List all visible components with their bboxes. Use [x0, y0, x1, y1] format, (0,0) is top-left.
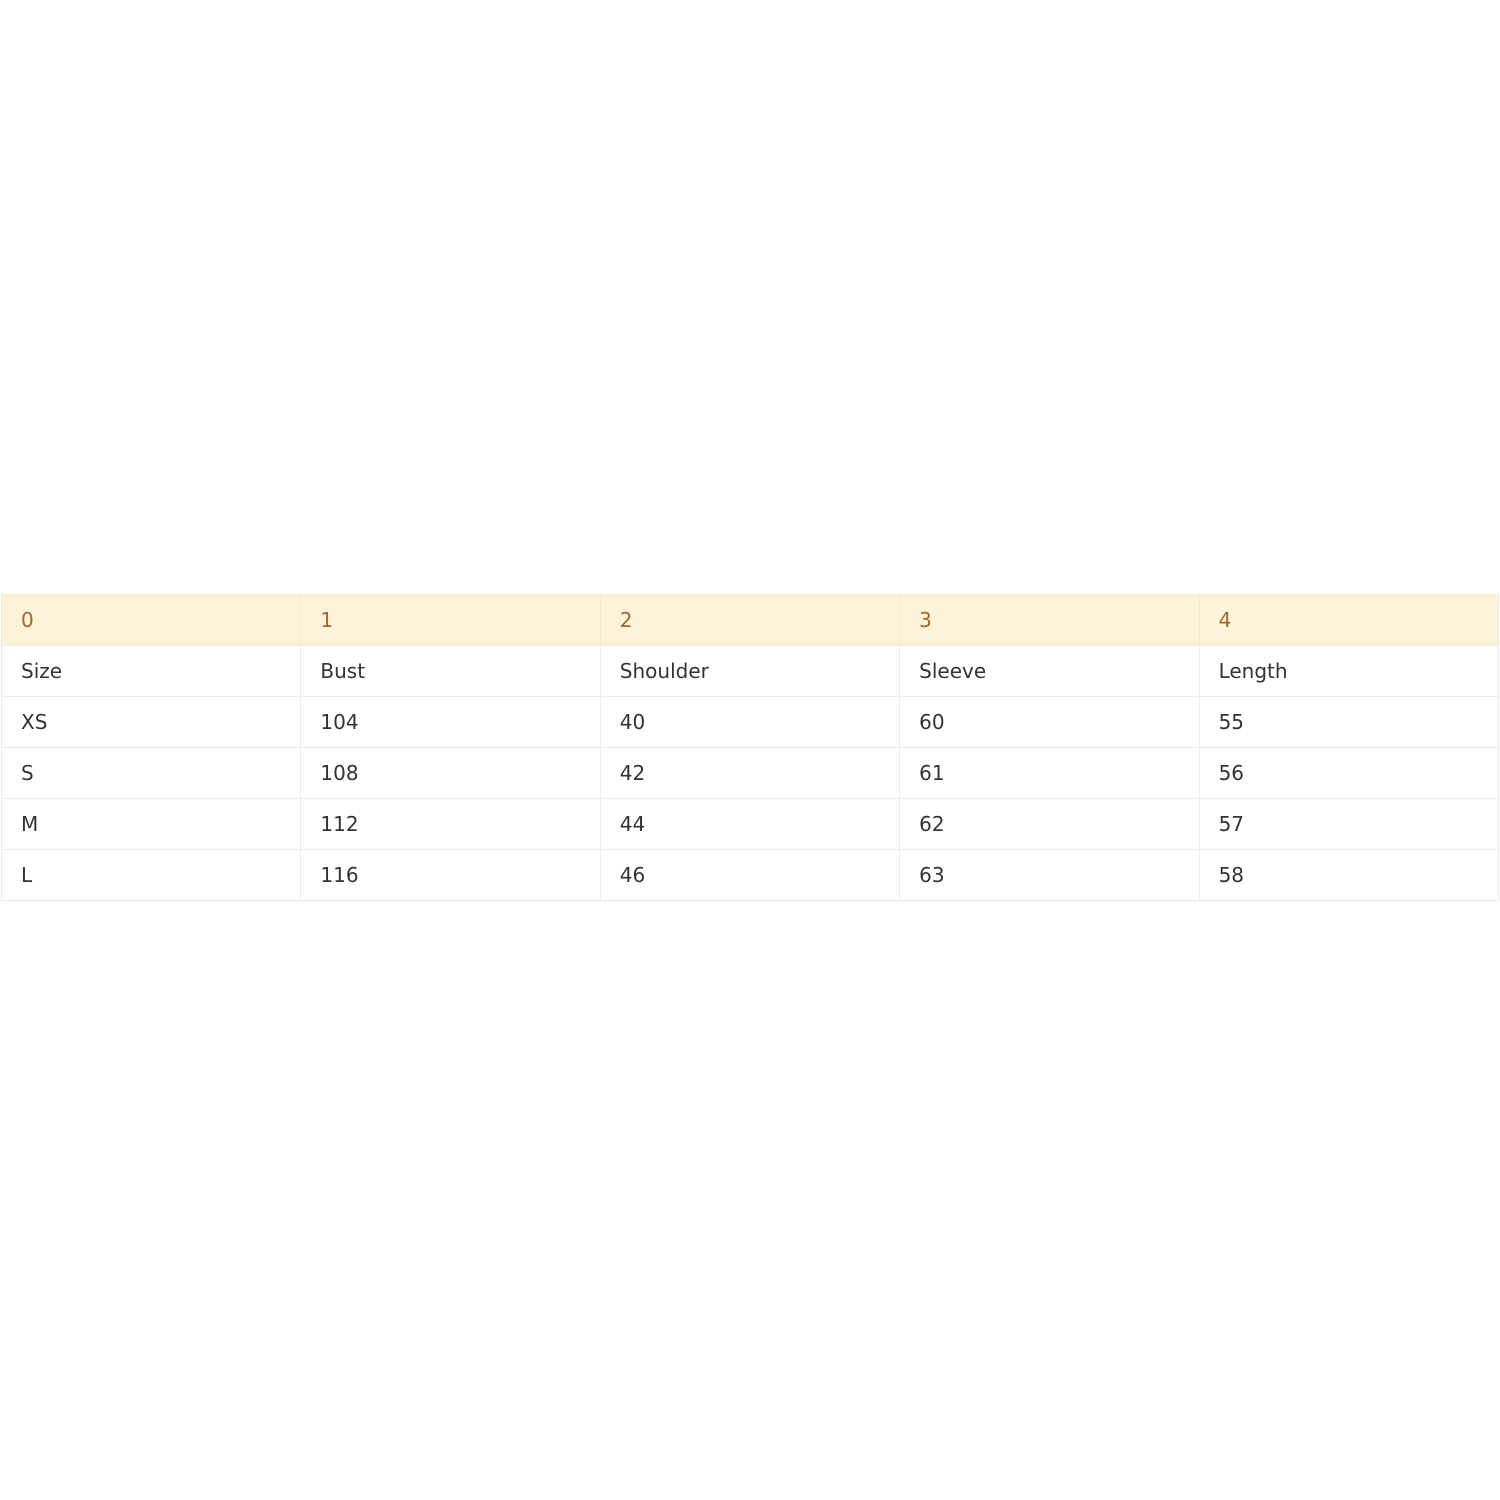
table-cell: 55 [1198, 696, 1500, 748]
table-cell: 112 [300, 798, 601, 850]
table-cell: M [0, 798, 302, 850]
table-cell: Shoulder [599, 645, 901, 697]
table-cell: 104 [300, 696, 601, 748]
table-cell: 0 [0, 594, 302, 646]
table-row: Size Bust Shoulder Sleeve Length [0, 645, 1500, 697]
table-row: XS 104 40 60 55 [0, 696, 1500, 748]
table-cell: 108 [300, 747, 601, 799]
table-cell: L [0, 849, 302, 901]
table-cell: 57 [1198, 798, 1500, 850]
table-cell: 2 [599, 594, 901, 646]
table-cell: Sleeve [899, 645, 1200, 697]
table-cell: 56 [1198, 747, 1500, 799]
size-table: 0 1 2 3 4 Size Bust Shoulder Sleeve Length XS 104 40… [0, 594, 1500, 901]
table-cell: 1 [300, 594, 601, 646]
table-row: S 108 42 61 56 [0, 747, 1500, 799]
table-cell: 3 [899, 594, 1200, 646]
table-cell: 40 [599, 696, 901, 748]
table-cell: 61 [899, 747, 1200, 799]
table-row: M 112 44 62 57 [0, 798, 1500, 850]
table-cell: 116 [300, 849, 601, 901]
table-cell: 58 [1198, 849, 1500, 901]
table-cell: 44 [599, 798, 901, 850]
table-cell: Length [1198, 645, 1500, 697]
table-cell: 63 [899, 849, 1200, 901]
table-cell: Size [0, 645, 302, 697]
table-cell: S [0, 747, 302, 799]
table-cell: 60 [899, 696, 1200, 748]
table-cell: Bust [300, 645, 601, 697]
table-cell: 42 [599, 747, 901, 799]
table-cell: XS [0, 696, 302, 748]
table-cell: 4 [1198, 594, 1500, 646]
table-row: L 116 46 63 58 [0, 849, 1500, 901]
table-cell: 62 [899, 798, 1200, 850]
table-cell: 46 [599, 849, 901, 901]
